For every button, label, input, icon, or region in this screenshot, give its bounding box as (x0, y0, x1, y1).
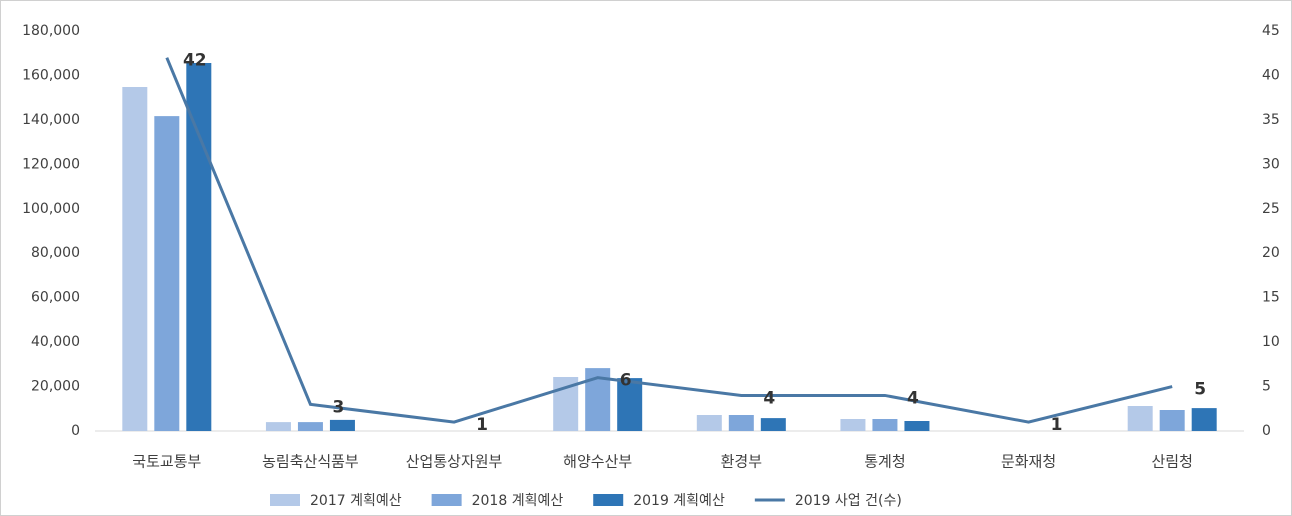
y-tick-label: 120,000 (22, 156, 80, 172)
bar (1191, 408, 1217, 431)
legend-swatch (270, 494, 300, 506)
x-tick-label: 산업통상자원부 (406, 453, 503, 471)
legend-label: 2019 사업 건(수) (795, 493, 902, 509)
bar (265, 422, 291, 431)
bar (728, 415, 754, 431)
legend-label: 2019 계획예산 (633, 493, 725, 509)
x-tick-label: 통계청 (864, 453, 905, 471)
y2-tick-label: 10 (1262, 334, 1280, 350)
y2-tick-label: 30 (1262, 156, 1280, 172)
x-tick-label: 국토교통부 (132, 453, 201, 471)
y2-tick-label: 0 (1262, 423, 1271, 439)
y-tick-label: 140,000 (22, 112, 80, 128)
x-tick-label: 농림축산식품부 (262, 453, 359, 471)
bar (617, 378, 643, 431)
bar (154, 116, 180, 431)
data-label: 42 (183, 51, 207, 71)
y-tick-label: 100,000 (22, 201, 80, 217)
y-tick-label: 20,000 (31, 379, 80, 395)
bar (329, 419, 355, 431)
y2-tick-label: 20 (1262, 245, 1280, 261)
data-label: 1 (476, 415, 488, 435)
x-tick-label: 문화재청 (1001, 453, 1056, 471)
y2-tick-label: 45 (1262, 23, 1280, 39)
y-tick-label: 40,000 (31, 334, 80, 350)
y-tick-label: 80,000 (31, 245, 80, 261)
data-label: 4 (763, 388, 775, 408)
bar (186, 63, 212, 431)
bar (904, 421, 930, 431)
data-label: 3 (333, 397, 345, 417)
y-tick-label: 180,000 (22, 23, 80, 39)
y2-tick-label: 25 (1262, 201, 1280, 217)
legend-label: 2017 계획예산 (310, 493, 402, 509)
y2-tick-label: 35 (1262, 112, 1280, 128)
y2-tick-label: 15 (1262, 290, 1280, 306)
bar (840, 419, 866, 431)
bar (760, 418, 786, 431)
line-series (165, 57, 1173, 424)
data-label: 6 (620, 371, 632, 391)
bar (696, 415, 722, 431)
y-tick-label: 0 (71, 423, 80, 439)
y2-tick-label: 40 (1262, 67, 1280, 83)
y-tick-label: 160,000 (22, 67, 80, 83)
data-label: 4 (907, 388, 919, 408)
x-tick-label: 환경부 (721, 453, 763, 471)
legend-label: 2018 계획예산 (472, 493, 564, 509)
x-tick-label: 해양수산부 (563, 453, 632, 471)
data-label: 1 (1051, 415, 1063, 435)
bar (1127, 406, 1153, 431)
bar (872, 419, 898, 431)
y-tick-label: 60,000 (31, 290, 80, 306)
bar (1159, 410, 1185, 431)
legend-swatch (431, 494, 462, 506)
x-tick-label: 산림청 (1151, 453, 1192, 471)
y2-tick-label: 5 (1262, 379, 1271, 395)
legend-swatch (593, 494, 624, 506)
bar (122, 87, 148, 431)
data-label: 5 (1194, 380, 1206, 400)
bar (297, 422, 323, 431)
